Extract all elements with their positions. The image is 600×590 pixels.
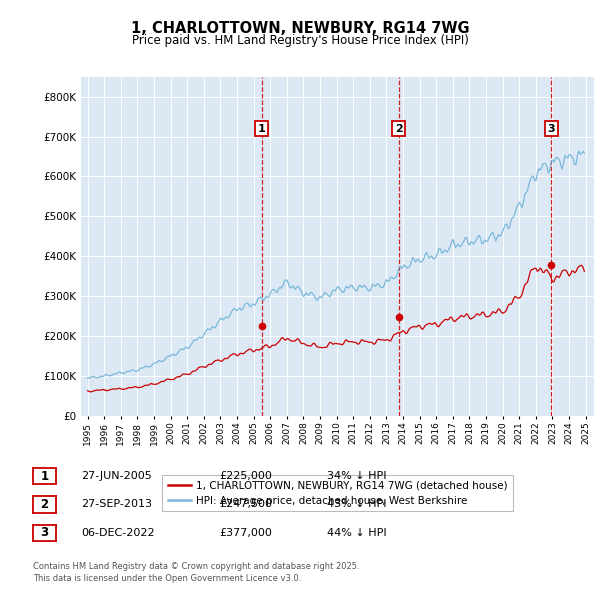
Text: 3: 3 xyxy=(548,123,555,133)
Text: 2: 2 xyxy=(395,123,403,133)
Text: 27-SEP-2013: 27-SEP-2013 xyxy=(81,500,152,509)
Text: Price paid vs. HM Land Registry's House Price Index (HPI): Price paid vs. HM Land Registry's House … xyxy=(131,34,469,47)
Text: 1: 1 xyxy=(40,470,49,483)
Text: 06-DEC-2022: 06-DEC-2022 xyxy=(81,528,155,537)
Text: 27-JUN-2005: 27-JUN-2005 xyxy=(81,471,152,481)
Text: 1, CHARLOTTOWN, NEWBURY, RG14 7WG: 1, CHARLOTTOWN, NEWBURY, RG14 7WG xyxy=(131,21,469,35)
Text: £247,500: £247,500 xyxy=(219,500,272,509)
Text: 34% ↓ HPI: 34% ↓ HPI xyxy=(327,471,386,481)
Text: £225,000: £225,000 xyxy=(219,471,272,481)
Text: 43% ↓ HPI: 43% ↓ HPI xyxy=(327,500,386,509)
Text: 44% ↓ HPI: 44% ↓ HPI xyxy=(327,528,386,537)
Text: 2: 2 xyxy=(40,498,49,511)
Text: Contains HM Land Registry data © Crown copyright and database right 2025.
This d: Contains HM Land Registry data © Crown c… xyxy=(33,562,359,583)
Text: 1: 1 xyxy=(258,123,266,133)
Text: £377,000: £377,000 xyxy=(219,528,272,537)
Text: 3: 3 xyxy=(40,526,49,539)
Legend: 1, CHARLOTTOWN, NEWBURY, RG14 7WG (detached house), HPI: Average price, detached: 1, CHARLOTTOWN, NEWBURY, RG14 7WG (detac… xyxy=(163,476,512,511)
